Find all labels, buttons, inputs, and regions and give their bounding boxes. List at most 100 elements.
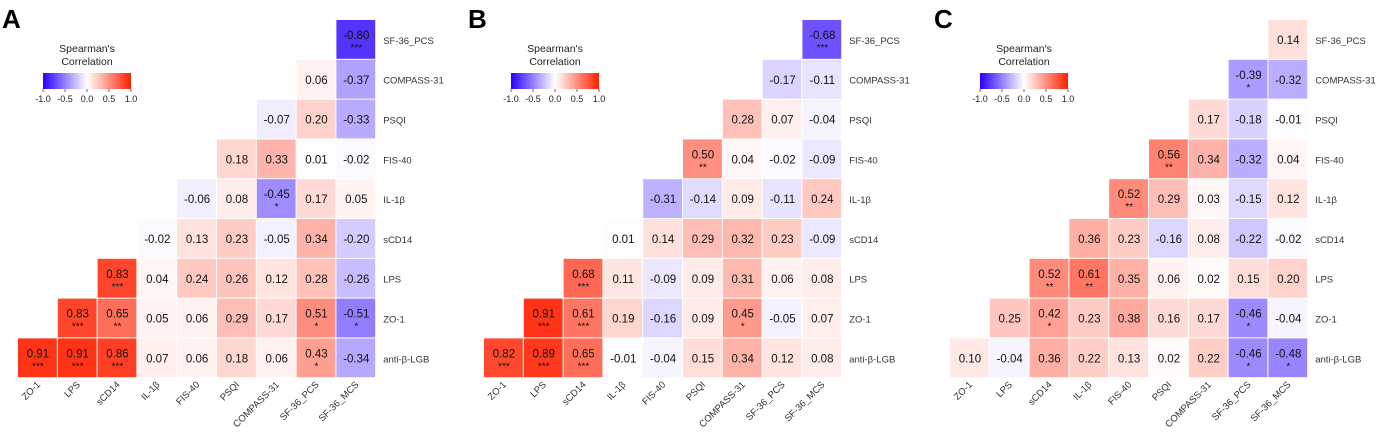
heatmap-cell-fill [177, 338, 216, 378]
heatmap-cell: -0.04 [1268, 298, 1308, 338]
cell-significance: * [1247, 83, 1251, 94]
heatmap-cell: -0.01 [1268, 99, 1308, 139]
cell-value: -0.46 [1235, 309, 1261, 321]
cell-value: -0.48 [1275, 348, 1301, 360]
heatmap-cell-fill [137, 219, 177, 258]
heatmap-cell: -0.51* [336, 298, 376, 338]
y-axis-label: sCD14 [1315, 235, 1344, 246]
y-axis-label: LPS [849, 275, 867, 286]
cell-value: -0.04 [650, 353, 677, 365]
heatmap-cell-fill [802, 20, 842, 59]
x-axis-label: sCD14 [1026, 380, 1054, 408]
cell-value: -0.37 [343, 75, 369, 87]
heatmap-cell: 0.91*** [523, 298, 563, 338]
heatmap-cell: 0.07 [137, 338, 177, 378]
cell-value: -0.02 [769, 154, 795, 166]
cell-value: 0.04 [1277, 154, 1300, 166]
heatmap-cell-fill [217, 298, 256, 338]
cell-value: -0.15 [1235, 194, 1261, 206]
heatmap-cell-fill [722, 179, 762, 218]
heatmap-cell-fill [336, 139, 376, 179]
heatmap-cell: -0.32 [1228, 139, 1268, 179]
legend-tick-label: -0.5 [525, 94, 541, 104]
cell-value: -0.05 [769, 314, 795, 326]
heatmap-cell: 0.34 [722, 338, 762, 378]
legend-tick-label: 0.0 [1018, 94, 1031, 104]
cell-value: 0.23 [226, 234, 248, 246]
heatmap-cell-fill [722, 99, 762, 139]
heatmap-cell: 0.14 [1268, 20, 1308, 59]
legend-title-line2: Correlation [61, 56, 113, 68]
heatmap-cell: 0.18 [217, 338, 256, 378]
heatmap-cell: 0.24 [802, 179, 842, 218]
cell-value: -0.45 [264, 189, 290, 201]
cell-value: 0.26 [226, 274, 248, 286]
heatmap-cell: -0.06 [177, 179, 216, 218]
heatmap-cell: 0.08 [802, 258, 842, 298]
y-axis-label: ZO-1 [383, 315, 405, 326]
legend-title-line2: Correlation [998, 56, 1050, 68]
heatmap-cell: 0.09 [722, 179, 762, 218]
heatmap-cell-fill [1149, 179, 1188, 218]
heatmap-cell: -0.26 [336, 258, 376, 298]
cell-value: 0.01 [612, 234, 634, 246]
heatmap-cell-fill [762, 99, 802, 139]
cell-significance: *** [72, 322, 84, 333]
x-axis-label: sCD14 [94, 380, 122, 408]
y-axis-label: anti-β-LGB [383, 354, 429, 365]
heatmap-cell: -0.45* [256, 179, 296, 218]
cell-value: 0.06 [305, 75, 327, 87]
cell-value: 0.17 [1198, 115, 1220, 127]
cell-value: -0.04 [1275, 314, 1302, 326]
heatmap-cell: 0.91*** [18, 338, 57, 378]
cell-value: 0.91 [533, 309, 555, 321]
cell-value: 0.06 [266, 353, 288, 365]
heatmap-cell: -0.09 [802, 219, 842, 258]
cell-value: 0.18 [226, 353, 248, 365]
legend-tick-label: -1.0 [35, 94, 51, 104]
cell-value: 0.13 [1118, 353, 1140, 365]
cell-significance: *** [498, 361, 510, 372]
heatmap-cell-fill [523, 298, 563, 338]
cell-value: -0.20 [343, 234, 369, 246]
cell-value: 0.16 [1158, 314, 1180, 326]
cell-significance: ** [1085, 282, 1093, 293]
heatmap-cell: 0.15 [683, 338, 722, 378]
cell-value: 0.08 [811, 274, 833, 286]
cell-value: 0.86 [106, 348, 128, 360]
heatmap-cell: -0.20 [336, 219, 376, 258]
cell-value: 0.15 [1237, 274, 1259, 286]
heatmap-cell-fill [1228, 219, 1268, 258]
cell-value: 0.36 [1038, 353, 1060, 365]
cell-value: -0.68 [809, 30, 835, 42]
cell-value: -0.31 [650, 194, 676, 206]
heatmap-cell: 0.36 [1029, 338, 1069, 378]
heatmap-cell-fill [1268, 258, 1308, 298]
heatmap-cell-fill [296, 139, 336, 179]
heatmap-cell-fill [1268, 298, 1308, 338]
cell-value: 0.09 [692, 274, 714, 286]
heatmap-cell: 0.23 [1069, 298, 1109, 338]
heatmap-cell: 0.03 [1188, 179, 1228, 218]
cell-value: 0.29 [226, 314, 248, 326]
heatmap-cell: 0.31 [722, 258, 762, 298]
heatmap-cell: 0.83*** [97, 258, 137, 298]
heatmap-cell-fill [217, 258, 256, 298]
y-axis-label: FIS-40 [849, 155, 878, 166]
cell-value: 0.22 [1198, 353, 1220, 365]
heatmap-cell-fill [1228, 99, 1268, 139]
heatmap-cell: 0.12 [762, 338, 802, 378]
cell-value: -0.05 [264, 234, 290, 246]
heatmap-cell-fill [1029, 298, 1069, 338]
heatmap-cell: 0.28 [722, 99, 762, 139]
heatmap-cell-fill [989, 298, 1029, 338]
cell-value: -0.22 [1235, 234, 1261, 246]
heatmap-cell-fill [217, 139, 256, 179]
cell-value: 0.09 [732, 194, 754, 206]
cell-value: 0.34 [732, 353, 755, 365]
heatmap-cell-fill [336, 99, 376, 139]
cell-significance: * [1247, 361, 1251, 372]
